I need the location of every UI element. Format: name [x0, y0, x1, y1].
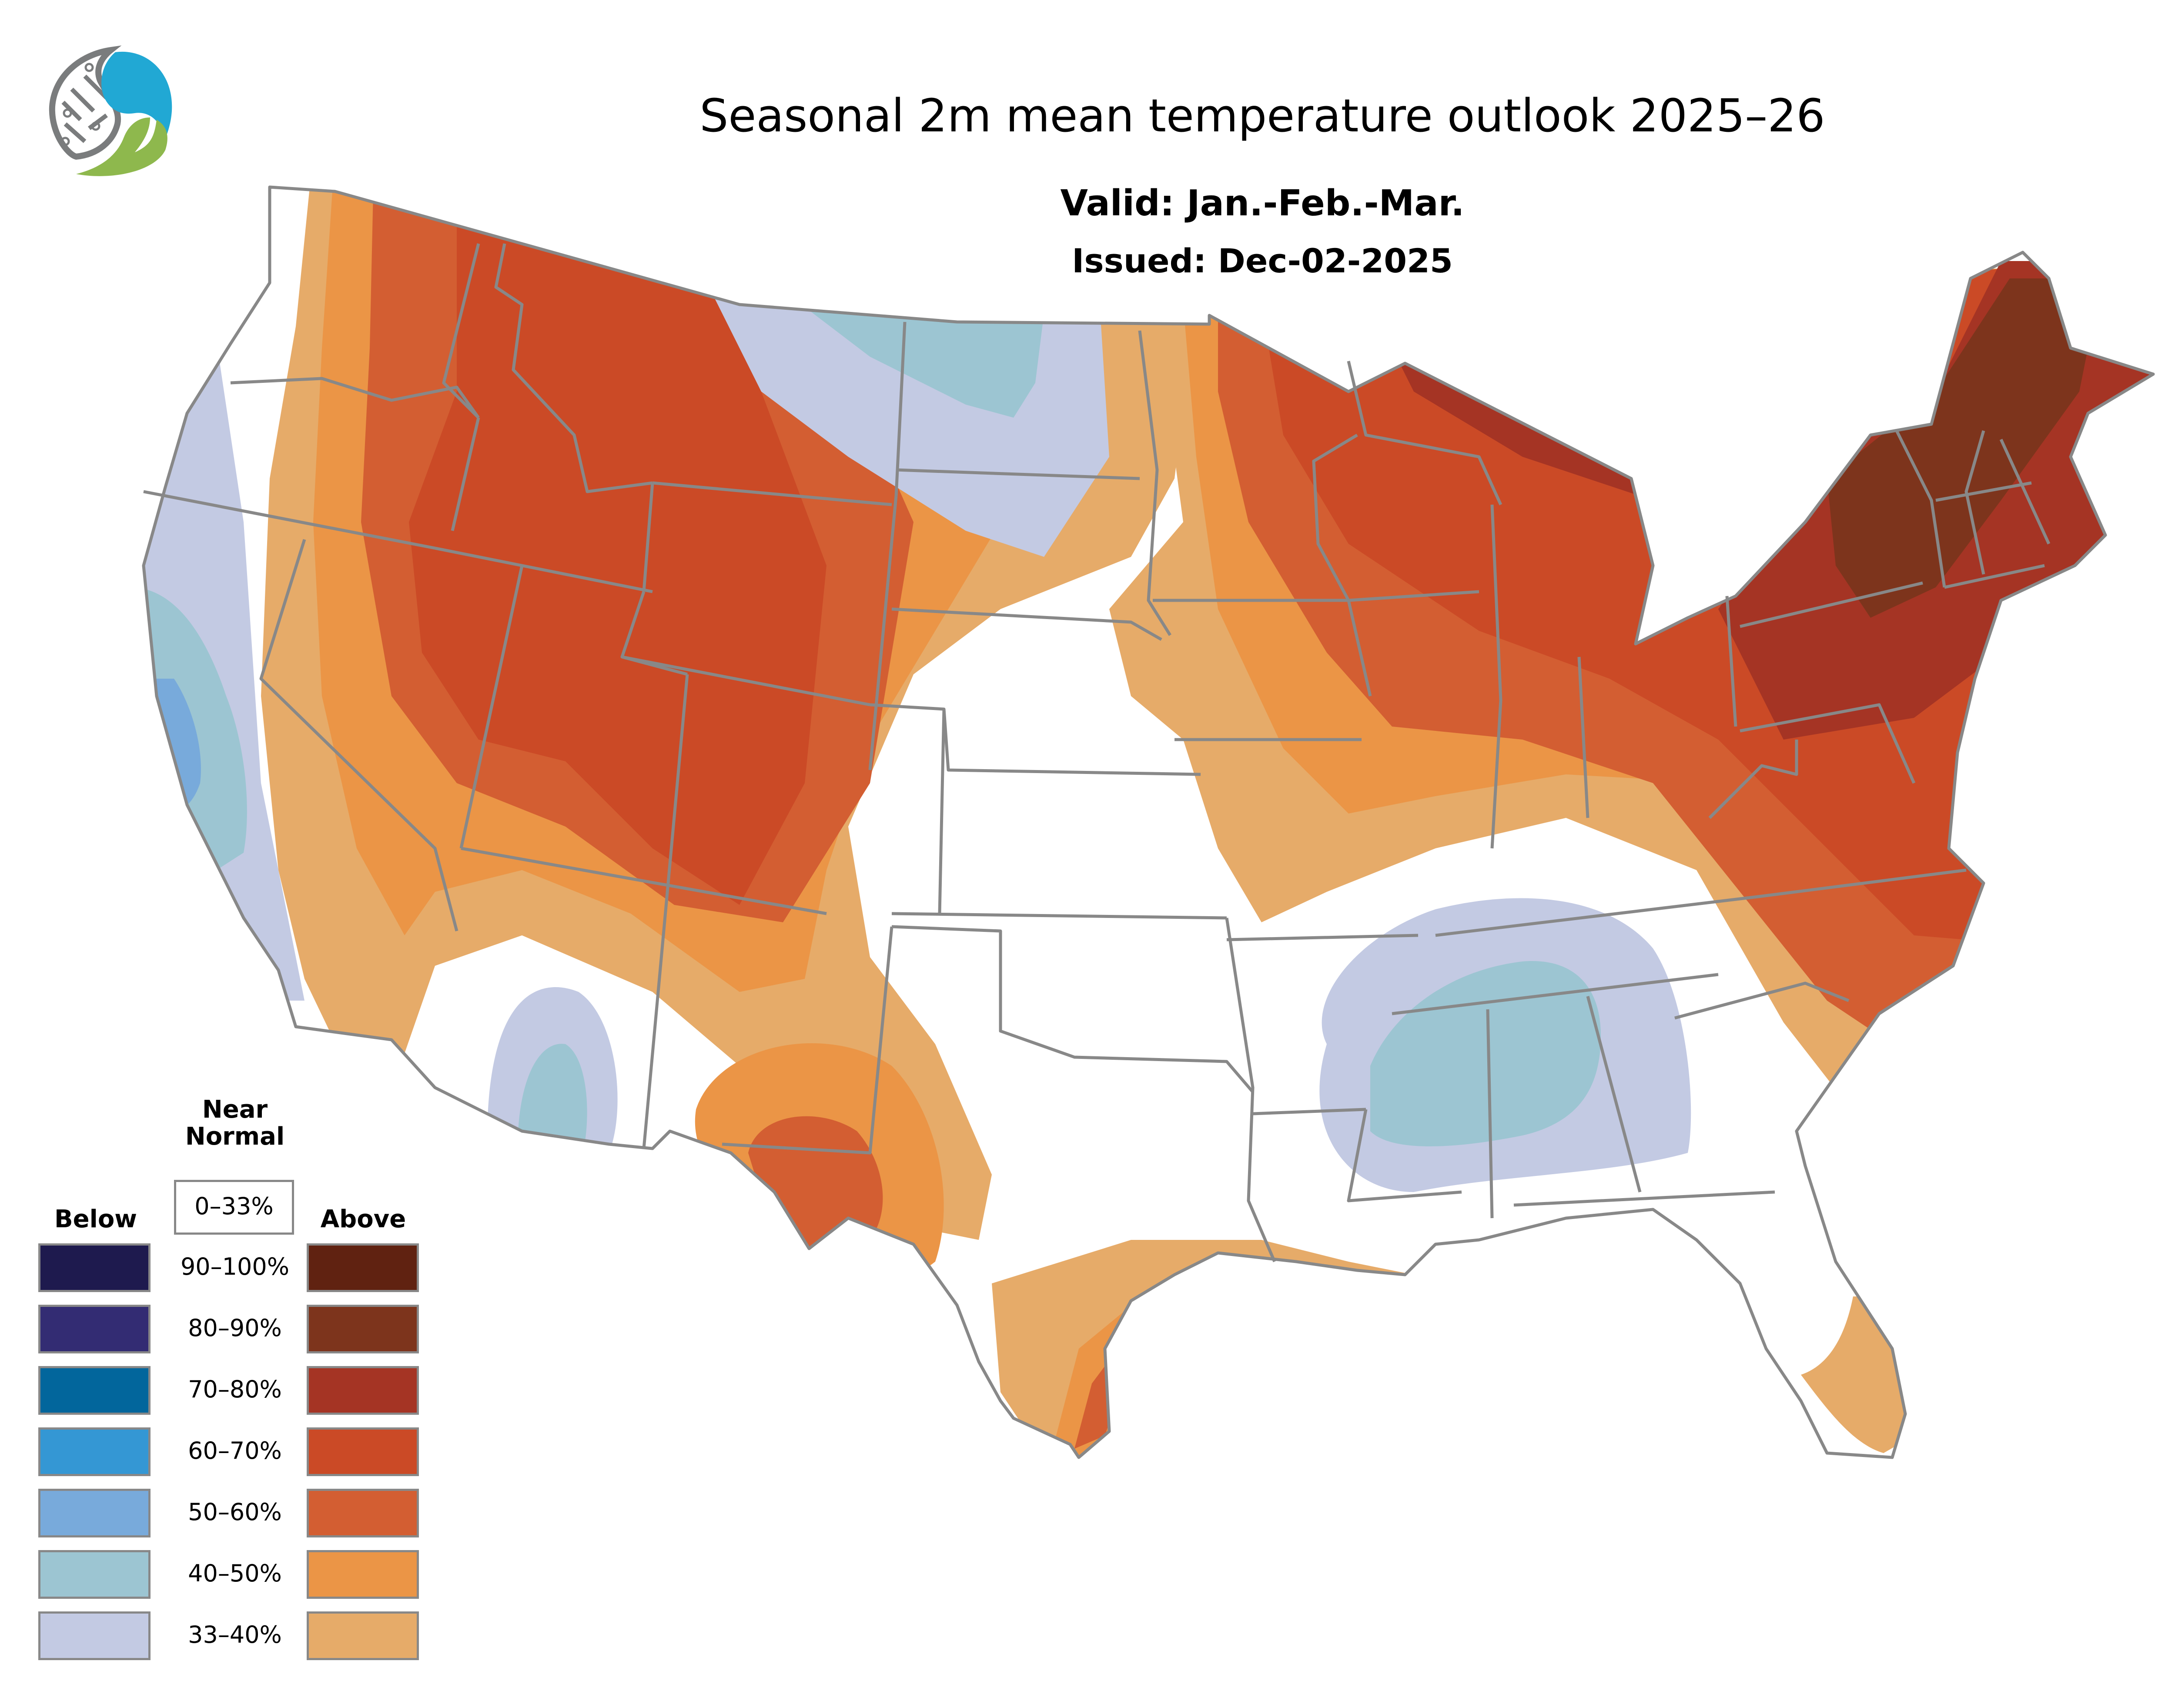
border-ut-co-az-nm: [642, 674, 689, 1149]
legend-swatch-above-40–50%: [307, 1550, 419, 1599]
below-40-50-arizona: [518, 1044, 587, 1153]
leaf-icon: [76, 117, 167, 176]
border-vt-nh: [1964, 430, 1985, 575]
chart-title: Seasonal 2m mean temperature outlook 202…: [699, 89, 1825, 142]
border-nm-tx-west: [722, 926, 893, 1155]
valid-period: Valid: Jan.-Feb.-Mar.: [1060, 183, 1465, 224]
issued-date: Issued: Dec-02-2025: [1072, 241, 1453, 280]
above-80-90-northeast: [1827, 278, 2097, 618]
border-ut-wy: [620, 591, 688, 676]
above-60-70-west: [409, 187, 826, 905]
border-id-mt: [494, 243, 653, 493]
border-ms-la: [1347, 1109, 1462, 1202]
border-sc-nc-ga: [1674, 981, 1850, 1020]
border-in-oh: [1577, 656, 1589, 818]
state-borders: [144, 187, 2153, 1457]
border-ky-tn: [1435, 868, 1967, 937]
border-or-id: [451, 417, 480, 531]
legend-swatch-above-90–100%: [307, 1243, 419, 1292]
legend-swatch-below-80–90%: [38, 1305, 151, 1353]
legend-swatch-below-33–40%: [38, 1611, 151, 1660]
legend-range-label: 40–50%: [188, 1560, 282, 1587]
border-md-va: [1740, 703, 1916, 784]
border-wy-sd-ne: [868, 496, 898, 770]
border-wa-or: [230, 377, 480, 419]
legend-swatch-below-90–100%: [38, 1243, 151, 1292]
organization-logo: [49, 45, 172, 176]
border-il-wi: [1348, 590, 1479, 602]
border-il-in: [1490, 504, 1502, 849]
border-ct-ri: [1944, 564, 2045, 589]
border-mn-wi: [1312, 433, 1372, 697]
legend-range-label: 70–80%: [188, 1376, 282, 1403]
legend-swatch-below-70–80%: [38, 1366, 151, 1415]
border-oh-pa: [1725, 596, 1737, 727]
above-50-60-txcoast: [1074, 1301, 1196, 1449]
near-normal-range-box: 0–33%: [174, 1180, 294, 1235]
border-ok-ar-tx: [1225, 918, 1276, 1263]
legend-swatch-above-33–40%: [307, 1611, 419, 1660]
border-ma: [1935, 481, 2032, 502]
legend-swatch-below-60–70%: [38, 1427, 151, 1476]
border-ar-la: [1252, 1108, 1366, 1115]
legend-swatch-below-50–60%: [38, 1489, 151, 1537]
border-id-wy: [642, 482, 654, 592]
border-mt-nd: [894, 322, 907, 496]
border-ny-vt-nh: [1895, 430, 1946, 588]
border-or-ca-nv: [143, 490, 435, 550]
legend-range-label: 33–40%: [188, 1621, 282, 1648]
legend-range-label: 90–100%: [180, 1253, 290, 1280]
normal-label: Normal: [185, 1122, 285, 1151]
legend-swatch-below-40–50%: [38, 1550, 151, 1599]
legend-range-label: 50–60%: [188, 1498, 282, 1526]
border-tn-south: [1392, 973, 1719, 1015]
border-az-nm: [461, 847, 827, 915]
border-wv-va: [1708, 740, 1798, 819]
legend-swatch-above-50–60%: [307, 1489, 419, 1537]
border-al-ga: [1586, 996, 1642, 1192]
border-sd-ne: [891, 607, 1162, 641]
legend-range-label: 80–90%: [188, 1314, 282, 1342]
below-40-50-southeast: [1370, 961, 1601, 1146]
legend-swatch-above-60–70%: [307, 1427, 419, 1476]
legend-below-label: Below: [54, 1205, 137, 1233]
water-drop-icon: [101, 51, 172, 139]
border-nd-sd: [896, 468, 1140, 480]
border-ne-ks: [870, 703, 1201, 776]
circuit-drop-icon: [49, 45, 122, 160]
near-label: Near: [202, 1095, 268, 1124]
border-co-ks: [938, 709, 946, 914]
legend-above-label: Above: [320, 1205, 406, 1233]
legend-near-normal-label: Near Normal: [161, 1096, 309, 1150]
legend-range-label: 60–70%: [188, 1437, 282, 1464]
border-ca-nv: [259, 539, 458, 931]
border-nv-ut-az: [459, 565, 524, 849]
border-mt-wy: [652, 481, 892, 506]
border-mo-ar: [1226, 934, 1419, 941]
border-wa-id: [442, 243, 480, 419]
legend-swatch-above-70–80%: [307, 1366, 419, 1415]
border-nh-me: [1999, 439, 2051, 545]
border-ks-ok: [891, 912, 1227, 920]
border-ms-al: [1486, 1009, 1494, 1219]
border-mn-nd: [1138, 330, 1171, 636]
border-ga-fl: [1513, 1190, 1775, 1207]
border-wi-mi: [1347, 361, 1502, 506]
border-pa-ny: [1740, 581, 1923, 628]
legend-swatch-above-80–90%: [307, 1305, 419, 1353]
border-wy-co: [622, 655, 870, 707]
border-nm-tx: [891, 925, 1254, 1093]
